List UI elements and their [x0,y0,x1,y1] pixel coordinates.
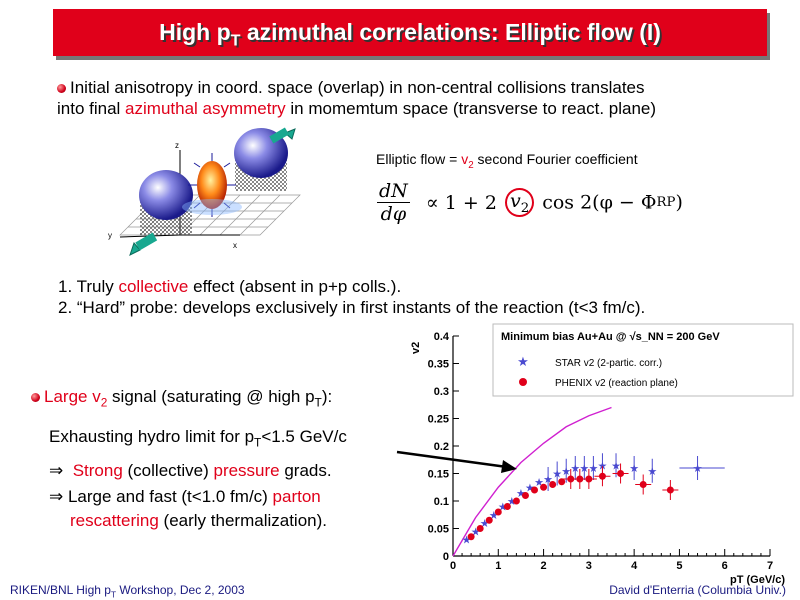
legend-circle-marker [519,378,527,386]
y-tick-label: 0.05 [428,524,449,536]
point-2: 2. “Hard” probe: develops exclusively in… [58,298,646,317]
parton-text-1: ⇒ Large and fast (t<1.0 fm/c) parton [49,487,321,506]
circle-point [558,478,566,486]
star-point: ★ [525,482,535,494]
v2-chart: 0 1 2 3 4 5 6 7 0 0.05 0.1 0.15 0.2 0.25 0.3 0.35 0.4 pT … [410,323,794,586]
star-point: ★ [516,488,526,500]
circle-point [617,470,625,477]
x-axis-label: x [233,241,237,250]
bullet-icon [31,393,40,403]
x-tick-label: 2 [541,560,547,572]
x-tick-label: 1 [495,560,501,572]
circle-point [666,486,674,494]
point-1: 1. Truly collective effect (absent in p+… [58,277,402,296]
collision-diagram: z y x [108,127,301,256]
elliptic-flow-label: Elliptic flow = v2 second Fourier coeffi… [376,151,638,171]
x-tick-label: 7 [767,560,773,572]
x-tick-label: 5 [676,560,682,572]
y-tick-label: 0.4 [434,331,450,343]
star-point: ★ [552,469,562,481]
circle-point [503,503,511,510]
legend-entry: PHENIX v2 (reaction plane) [555,378,678,389]
v2-highlight-circle: v2 [504,187,535,218]
circle-point [494,508,502,516]
bullet-large-v2: Large v2 signal (saturating @ high pT): [31,386,332,413]
y-tick-label: 0 [443,551,449,563]
circle-point [476,525,484,532]
fourier-formula: dN dφ ∝ 1 + 2 v2 cos 2(φ − ΦRP) [377,180,683,225]
star-point: ★ [462,535,472,547]
intro-line-2: into final azimuthal asymmetry in momemt… [57,99,657,118]
hydro-limit-text: Exhausting hydro limit for pT<1.5 GeV/c [49,427,347,450]
x-tick-label: 4 [631,560,638,572]
star-point: ★ [480,518,490,530]
pointer-arrow [396,450,517,473]
y-tick-label: 0.2 [434,441,449,453]
y-tick-label: 0.25 [428,414,449,426]
overlap-region [197,161,227,209]
star-point: ★ [570,463,580,475]
circle-point [467,533,475,541]
hydro-curve [452,406,612,557]
x-tick-label: 0 [450,560,456,572]
x-tick-label: 6 [722,560,728,572]
footer-left: RIKEN/BNL High pT Workshop, Dec 2, 2003 [10,583,245,600]
title-bar: High pT azimuthal correlations: Elliptic… [53,9,767,56]
y-tick-label: 0.35 [428,359,449,371]
star-point: ★ [611,460,621,472]
circle-point [485,516,493,524]
legend-box [492,323,794,397]
arrow-head-icon [501,460,517,473]
circle-point [531,486,539,494]
footer-right: David d'Enterria (Columbia Univ.) [609,583,786,597]
y-tick-label: 0.1 [434,496,449,508]
legend-star-marker: ★ [517,354,529,369]
flow-arrows [188,153,236,217]
circle-point [512,497,520,505]
y-tick-label: 0.15 [428,469,449,481]
x-axis-label: pT (GeV/c) [730,574,785,586]
circle-point [576,475,584,483]
circle-point [639,481,647,488]
legend-title: Minimum bias Au+Au @ √s_NN = 200 GeV [501,331,720,343]
y-axis-label: v2 [410,342,422,354]
star-point: ★ [588,463,598,475]
slide-title: High pT azimuthal correlations: Elliptic… [159,19,661,50]
circle-point [540,483,548,491]
star-point: ★ [647,466,657,478]
star-point: ★ [534,477,544,489]
circle-point [567,475,575,483]
bullet-icon [57,84,66,94]
parton-text-2: rescattering (early thermalization). [70,511,327,530]
strong-pressure-text: ⇒ Strong (collective) pressure grads. [49,461,332,480]
momentum-arrow-icon [284,128,296,140]
star-point: ★ [561,466,571,478]
circle-point [549,481,557,488]
x-tick-label: 3 [586,560,592,572]
star-point: ★ [629,463,639,475]
star-point: ★ [693,463,703,475]
circle-point [521,492,529,499]
star-point: ★ [471,526,481,538]
circle-point [585,475,593,483]
momentum-arrow-icon [129,242,141,256]
star-point: ★ [579,463,589,475]
circle-point [598,472,606,480]
star-point: ★ [498,502,508,514]
y-axis-label: y [108,231,112,240]
star-point: ★ [489,510,499,522]
y-tick-label: 0.3 [434,386,449,398]
star-point: ★ [507,496,517,508]
intro-line-1: Initial anisotropy in coord. space (over… [57,77,645,98]
z-axis-label: z [175,141,179,150]
legend-entry: STAR v2 (2-partic. corr.) [555,358,662,369]
star-point: ★ [543,474,553,486]
nucleus-front [139,170,193,220]
